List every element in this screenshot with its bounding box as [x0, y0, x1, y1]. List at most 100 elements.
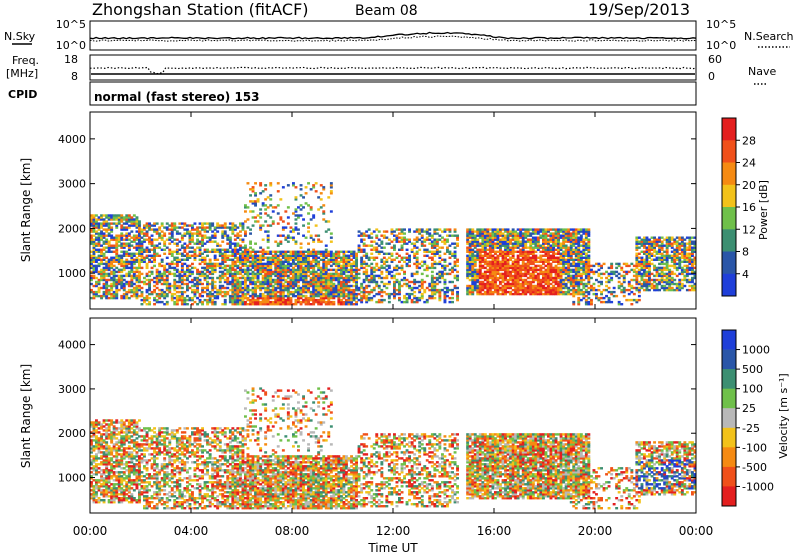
nave-label: Nave [748, 65, 776, 78]
heatmap-cell-power-2331 [309, 284, 313, 288]
heatmap-cell-power-2502 [324, 292, 328, 296]
heatmap-cell-power-1175 [206, 274, 209, 278]
heatmap-cell-power-4908 [602, 272, 606, 276]
heatmap-cell-power-3164 [410, 274, 414, 278]
heatmap-cell-power-806 [165, 286, 169, 290]
heatmap-cell-power-839 [168, 228, 172, 231]
heatmap-cell-power-4297 [539, 268, 543, 272]
heatmap-cell-power-4369 [547, 286, 550, 290]
heatmap-cell-power-3789 [494, 290, 497, 294]
heatmap-cell-power-2794 [355, 284, 358, 288]
heatmap-cell-power-2746 [350, 298, 353, 302]
heatmap-cell-power-3599 [476, 272, 480, 276]
heatmap-cell-power-4444 [552, 242, 555, 245]
heatmap-cell-power-3881 [501, 272, 505, 276]
heatmap-cell-power-2360 [312, 284, 316, 288]
heatmap-cell-power-159 [102, 266, 106, 270]
heatmap-cell-power-4247 [534, 264, 538, 268]
heatmap-cell-power-1862 [269, 292, 273, 296]
heatmap-cell-power-3269 [428, 294, 432, 298]
heatmap-cell-power-3505 [468, 288, 472, 292]
heatmap-cell-power-3320 [433, 252, 437, 255]
heatmap-cell-power-2428 [317, 264, 321, 268]
heatmap-cell-power-2854 [362, 266, 366, 270]
heatmap-cell-power-2752 [350, 284, 353, 288]
heatmap-cell-power-2304 [307, 280, 310, 284]
heatmap-cell-power-3681 [483, 270, 487, 274]
heatmap-cell-power-927 [178, 248, 182, 251]
heatmap-cell-power-4797 [582, 228, 586, 231]
heatmap-cell-power-1762 [259, 182, 263, 185]
heatmap-cell-power-4372 [547, 280, 550, 284]
freq-left-tick-top: 18 [64, 53, 78, 66]
heatmap-cell-power-3361 [438, 250, 442, 253]
heatmap-cell-power-1939 [276, 303, 280, 306]
heatmap-cell-power-2129 [292, 262, 295, 266]
heatmap-cell-power-3459 [456, 294, 459, 298]
heatmap-cell-power-126 [100, 270, 103, 274]
heatmap-cell-power-4668 [572, 252, 576, 255]
heatmap-cell-power-4256 [534, 240, 538, 243]
heatmap-cell-power-2144 [294, 300, 298, 304]
heatmap-cell-power-2338 [309, 266, 313, 270]
heatmap-cell-power-2754 [350, 276, 353, 280]
heatmap-cell-power-1447 [233, 264, 237, 268]
heatmap-cell-power-3958 [506, 230, 510, 233]
heatmap-cell-power-1579 [244, 234, 247, 237]
heatmap-cell-power-2848 [362, 288, 366, 292]
heatmap-cell-power-426 [125, 242, 129, 245]
heatmap-cell-power-4043 [516, 286, 520, 290]
heatmap-cell-power-1634 [249, 232, 252, 235]
heatmap-cell-power-206 [105, 220, 109, 223]
heatmap-cell-power-1160 [203, 230, 207, 233]
heatmap-cell-power-4274 [536, 264, 540, 268]
heatmap-cell-power-443 [127, 280, 131, 284]
heatmap-cell-power-3333 [435, 278, 439, 282]
freq-panel-frame [89, 54, 697, 81]
heatmap-cell-power-820 [165, 226, 169, 229]
heatmap-cell-power-4537 [562, 292, 566, 296]
heatmap-cell-power-973 [183, 250, 187, 253]
heatmap-cell-power-1590 [246, 290, 250, 294]
heatmap-cell-power-3327 [433, 232, 437, 235]
heatmap-cell-power-2984 [380, 242, 384, 245]
heatmap-cell-power-1144 [203, 286, 207, 290]
heatmap-cell-power-1782 [261, 256, 265, 259]
heatmap-cell-power-324 [115, 218, 119, 221]
heatmap-cell-power-3156 [408, 230, 411, 233]
heatmap-cell-power-790 [163, 268, 167, 272]
heatmap-cell-power-741 [158, 292, 162, 296]
heatmap-cell-power-2860 [362, 244, 366, 247]
heatmap-cell-power-4312 [542, 288, 545, 292]
heatmap-cell-power-2813 [357, 288, 361, 292]
heatmap-cell-power-1375 [228, 288, 232, 292]
heatmap-cell-power-332 [117, 274, 121, 278]
heatmap-cell-power-2558 [329, 290, 333, 294]
heatmap-cell-power-1751 [259, 254, 263, 257]
heatmap-cell-power-2823 [357, 230, 361, 233]
heatmap-cell-power-1560 [244, 284, 247, 288]
heatmap-cell-power-651 [148, 303, 151, 306]
heatmap-cell-power-2702 [345, 292, 348, 296]
heatmap-cell-power-1627 [249, 256, 252, 259]
heatmap-cell-power-4766 [579, 238, 583, 241]
heatmap-cell-power-346 [117, 220, 121, 223]
heatmap-cell-power-3464 [456, 276, 459, 280]
heatmap-cell-power-1545 [241, 250, 245, 253]
heatmap-cell-power-1737 [259, 288, 263, 292]
heatmap-cell-power-2101 [289, 272, 293, 276]
heatmap-cell-power-722 [155, 280, 159, 284]
heatmap-cell-power-3395 [443, 242, 447, 245]
heatmap-cell-power-70 [95, 268, 98, 272]
heatmap-cell-power-588 [140, 290, 144, 294]
heatmap-cell-power-1009 [188, 280, 192, 284]
heatmap-cell-power-3470 [456, 244, 459, 247]
heatmap-cell-power-4556 [562, 246, 566, 249]
heatmap-cell-power-1769 [261, 286, 265, 290]
heatmap-cell-power-1343 [223, 248, 227, 251]
heatmap-cell-power-4951 [617, 280, 621, 284]
heatmap-cell-power-1499 [239, 288, 242, 292]
heatmap-cell-power-636 [145, 266, 149, 270]
heatmap-cell-power-3032 [390, 270, 394, 274]
heatmap-cell-power-3801 [494, 266, 497, 270]
